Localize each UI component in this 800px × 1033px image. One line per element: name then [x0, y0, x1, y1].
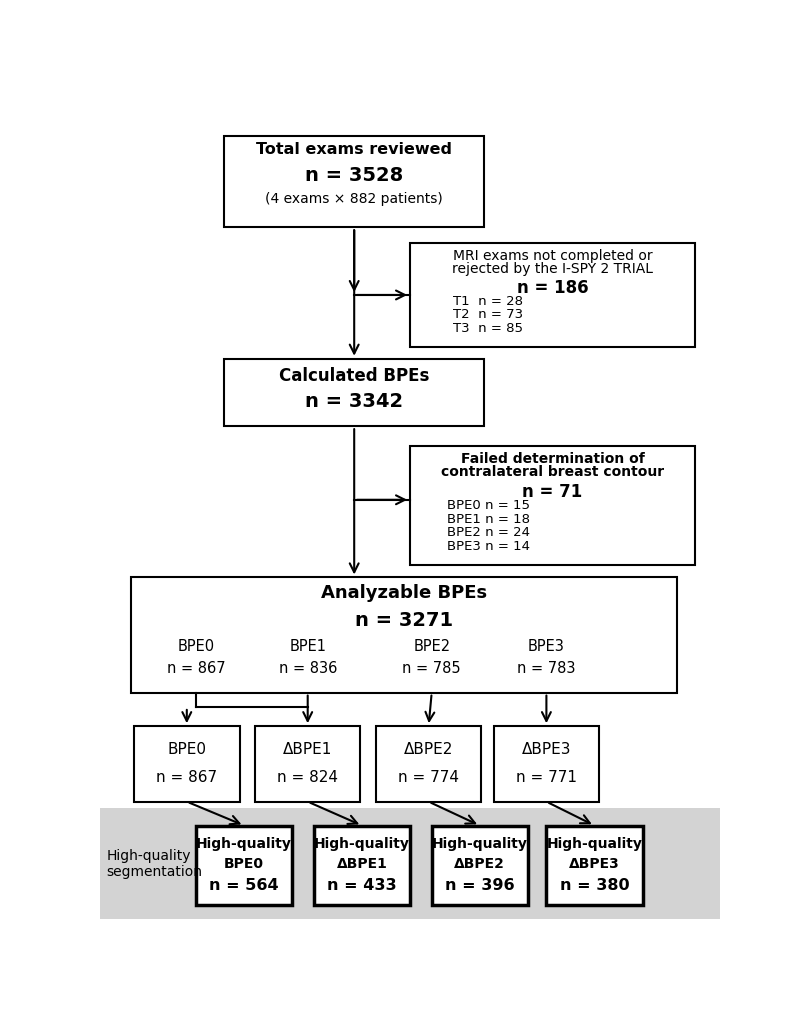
Text: n = 867: n = 867	[166, 661, 226, 676]
Bar	[432, 825, 528, 905]
Text: n = 71: n = 71	[522, 482, 582, 501]
Text: n = 380: n = 380	[560, 878, 630, 893]
Text: n = 771: n = 771	[516, 770, 577, 785]
Text: n = 836: n = 836	[278, 661, 337, 676]
Text: BPE0: BPE0	[224, 857, 264, 871]
Text: T2  n = 73: T2 n = 73	[454, 309, 523, 321]
Text: n = 867: n = 867	[156, 770, 218, 785]
Bar	[134, 726, 239, 802]
Text: n = 783: n = 783	[517, 661, 576, 676]
Text: T1  n = 28: T1 n = 28	[454, 295, 523, 308]
Text: BPE2 n = 24: BPE2 n = 24	[447, 527, 530, 539]
Text: n = 564: n = 564	[210, 878, 279, 893]
Text: rejected by the I-SPY 2 TRIAL: rejected by the I-SPY 2 TRIAL	[452, 262, 653, 277]
Text: High-quality: High-quality	[196, 837, 292, 850]
Bar	[410, 446, 695, 565]
Text: n = 186: n = 186	[517, 279, 589, 298]
Bar	[131, 577, 677, 693]
Text: BPE2: BPE2	[413, 639, 450, 654]
Bar	[494, 726, 599, 802]
Bar	[255, 726, 361, 802]
Text: n = 774: n = 774	[398, 770, 459, 785]
Text: n = 785: n = 785	[402, 661, 461, 676]
Text: T3  n = 85: T3 n = 85	[454, 322, 523, 335]
Bar	[224, 358, 485, 427]
Text: BPE3 n = 14: BPE3 n = 14	[447, 540, 530, 553]
Text: BPE0: BPE0	[167, 742, 206, 757]
Text: BPE1 n = 18: BPE1 n = 18	[447, 513, 530, 526]
Bar	[196, 825, 292, 905]
Text: n = 3342: n = 3342	[305, 392, 403, 411]
Text: Analyzable BPEs: Analyzable BPEs	[321, 584, 487, 601]
Bar	[410, 244, 695, 347]
Text: High-quality: High-quality	[314, 837, 410, 850]
Text: ΔBPE2: ΔBPE2	[404, 742, 454, 757]
Text: ΔBPE1: ΔBPE1	[337, 857, 387, 871]
Bar	[546, 825, 642, 905]
Text: BPE1: BPE1	[290, 639, 326, 654]
Text: ΔBPE3: ΔBPE3	[522, 742, 571, 757]
Text: n = 396: n = 396	[445, 878, 514, 893]
Bar	[376, 726, 482, 802]
Text: High-quality: High-quality	[432, 837, 528, 850]
Text: BPE0: BPE0	[178, 639, 214, 654]
Text: ΔBPE3: ΔBPE3	[569, 857, 620, 871]
Text: MRI exams not completed or: MRI exams not completed or	[453, 249, 653, 262]
Text: High-quality: High-quality	[546, 837, 642, 850]
Text: n = 433: n = 433	[327, 878, 397, 893]
Text: High-quality
segmentation: High-quality segmentation	[106, 848, 202, 879]
Text: n = 3528: n = 3528	[305, 166, 403, 185]
Text: ΔBPE1: ΔBPE1	[283, 742, 332, 757]
Text: Calculated BPEs: Calculated BPEs	[279, 367, 430, 384]
Text: contralateral breast contour: contralateral breast contour	[441, 465, 664, 479]
Text: Failed determination of: Failed determination of	[461, 451, 645, 466]
Text: ΔBPE2: ΔBPE2	[454, 857, 505, 871]
Text: BPE3: BPE3	[528, 639, 565, 654]
Text: n = 824: n = 824	[278, 770, 338, 785]
Text: BPE0 n = 15: BPE0 n = 15	[447, 499, 530, 512]
Bar	[224, 136, 485, 227]
Text: Total exams reviewed: Total exams reviewed	[256, 143, 452, 157]
Text: n = 3271: n = 3271	[354, 611, 453, 630]
Bar	[314, 825, 410, 905]
Text: (4 exams × 882 patients): (4 exams × 882 patients)	[266, 191, 443, 206]
Bar	[100, 808, 720, 919]
